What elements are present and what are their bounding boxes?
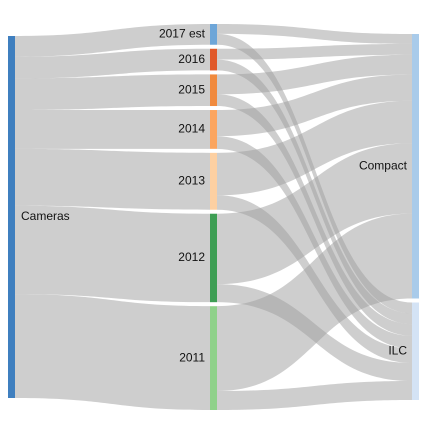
link-cameras-to-2014 [15, 110, 210, 149]
link-cameras-to-2016 [15, 48, 210, 79]
node-ilc [412, 302, 419, 400]
label-2017-est: 2017 est [159, 27, 206, 41]
link-2011-to-compact [217, 213, 412, 392]
link-2013-to-compact [217, 100, 412, 196]
label-cameras: Cameras [21, 209, 70, 223]
link-cameras-to-2013 [15, 148, 210, 210]
label-2014: 2014 [178, 122, 205, 136]
link-2017-est-to-ilc [217, 33, 412, 314]
label-ilc: ILC [388, 343, 407, 357]
label-compact: Compact [359, 158, 408, 172]
sankey-labels: Cameras 2017 est 2016 2015 2014 2013 2012 2011 C… [21, 27, 408, 365]
node-2013 [210, 152, 217, 210]
node-compact [412, 34, 419, 299]
node-2016 [210, 48, 217, 71]
node-2012 [210, 213, 217, 303]
label-2015: 2015 [178, 82, 205, 96]
link-cameras-to-2012 [15, 205, 210, 303]
node-2017-est [210, 24, 217, 45]
label-2013: 2013 [178, 173, 205, 187]
sankey-nodes [8, 24, 419, 410]
link-2016-to-compact [217, 43, 412, 60]
link-2014-to-compact [217, 74, 412, 137]
node-2011 [210, 306, 217, 410]
node-2015 [210, 74, 217, 107]
label-2011: 2011 [179, 350, 205, 364]
label-2016: 2016 [178, 52, 205, 66]
link-2017-est-to-compact [217, 24, 412, 44]
link-cameras-to-2017-est [15, 24, 210, 57]
link-cameras-to-2015 [15, 74, 210, 111]
node-2014 [210, 110, 217, 149]
link-2012-to-compact [217, 143, 412, 285]
sankey-links [15, 24, 412, 410]
label-2012: 2012 [178, 250, 205, 264]
node-cameras [8, 36, 15, 398]
link-2011-to-ilc [217, 381, 412, 410]
link-cameras-to-2011 [15, 294, 210, 410]
link-2015-to-compact [217, 54, 412, 95]
